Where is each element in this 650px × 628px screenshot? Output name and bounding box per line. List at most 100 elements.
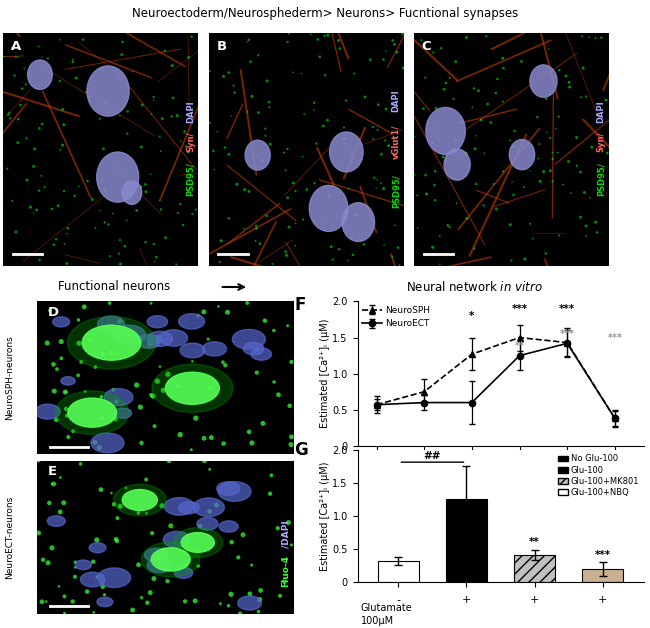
Text: D: D [47, 306, 58, 319]
Point [264, 102, 274, 112]
Point [581, 92, 592, 102]
Point [282, 37, 293, 47]
Point [29, 144, 40, 154]
Point [145, 588, 155, 598]
Point [58, 497, 69, 507]
Point [242, 298, 252, 308]
Point [339, 134, 350, 144]
Text: ##: ## [424, 451, 441, 461]
Point [142, 598, 153, 608]
Circle shape [238, 596, 261, 610]
Point [140, 180, 151, 190]
Point [507, 177, 517, 187]
Point [280, 577, 290, 587]
Circle shape [75, 560, 92, 570]
Point [398, 63, 409, 73]
Point [205, 66, 215, 76]
Point [350, 210, 361, 220]
Point [564, 82, 575, 92]
Point [153, 333, 164, 343]
Point [88, 607, 99, 617]
Point [186, 445, 196, 455]
Point [68, 57, 78, 67]
Point [133, 508, 144, 518]
Point [38, 555, 48, 565]
Point [566, 188, 577, 198]
Point [344, 183, 354, 193]
Point [204, 506, 214, 516]
Point [427, 138, 437, 148]
Circle shape [82, 325, 141, 360]
Point [348, 250, 358, 260]
Point [55, 76, 65, 86]
Point [593, 166, 603, 176]
Point [68, 426, 78, 436]
Point [218, 357, 228, 367]
Point [445, 222, 455, 232]
Point [85, 335, 96, 345]
Circle shape [113, 325, 146, 345]
Point [212, 126, 222, 136]
Point [157, 501, 167, 511]
Point [244, 589, 255, 599]
Point [326, 242, 337, 252]
Point [111, 396, 122, 406]
Circle shape [160, 330, 188, 346]
Point [58, 120, 69, 130]
Point [244, 35, 254, 45]
Point [98, 144, 109, 154]
Point [579, 187, 590, 197]
Circle shape [165, 372, 219, 404]
Point [394, 260, 404, 270]
Circle shape [113, 484, 166, 516]
Point [595, 144, 606, 154]
Point [205, 383, 215, 393]
Point [368, 122, 378, 132]
Circle shape [137, 335, 161, 349]
Point [283, 517, 294, 528]
Point [47, 479, 57, 489]
Circle shape [91, 433, 124, 453]
Point [228, 80, 239, 90]
Point [200, 456, 210, 466]
Point [378, 55, 389, 65]
Point [140, 237, 151, 247]
Point [324, 192, 334, 202]
Point [155, 146, 166, 156]
Point [193, 561, 203, 571]
Point [7, 43, 18, 53]
Point [183, 52, 194, 62]
Text: A: A [11, 40, 21, 53]
Circle shape [164, 497, 194, 515]
Point [264, 97, 274, 107]
Point [121, 483, 131, 493]
Point [100, 97, 110, 107]
Point [92, 535, 102, 545]
Point [486, 117, 496, 127]
Text: ***: *** [607, 333, 623, 344]
Point [471, 131, 481, 141]
Point [564, 77, 574, 87]
Point [57, 140, 68, 150]
Point [12, 52, 23, 62]
Point [440, 156, 450, 166]
Point [96, 391, 107, 401]
Text: 100μM: 100μM [361, 617, 394, 627]
Circle shape [152, 364, 233, 413]
Point [423, 117, 434, 127]
Point [538, 166, 549, 176]
Point [280, 165, 291, 175]
Point [156, 204, 166, 214]
Point [286, 357, 296, 367]
Point [187, 209, 198, 219]
Circle shape [309, 185, 348, 232]
Point [34, 255, 45, 265]
Point [343, 256, 354, 266]
Point [179, 127, 190, 137]
Point [21, 133, 32, 143]
Point [275, 591, 285, 601]
Circle shape [87, 66, 129, 116]
Point [90, 437, 100, 447]
Point [322, 213, 333, 223]
Point [7, 196, 18, 206]
